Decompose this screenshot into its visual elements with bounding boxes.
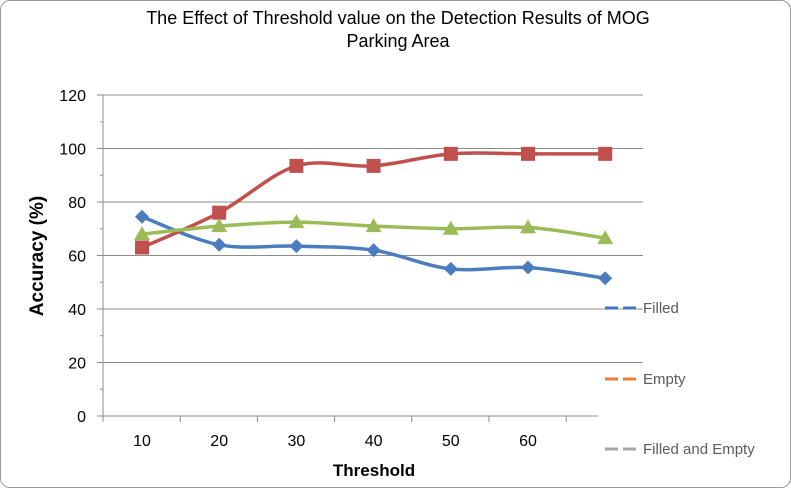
x-tick-label: 20 [210, 433, 228, 450]
y-tick-label: 60 [68, 249, 86, 266]
x-tick-label: 30 [288, 433, 306, 450]
chart-title: The Effect of Threshold value on the Det… [146, 8, 650, 28]
legend-label-filled: Filled [643, 300, 679, 317]
data-point-empty [521, 146, 535, 161]
legend-label-empty: Empty [643, 371, 686, 388]
y-tick-label: 80 [68, 195, 86, 212]
data-point-filled-and-empty [134, 226, 150, 241]
y-tick-label: 0 [77, 409, 86, 426]
data-point-filled-and-empty [442, 220, 459, 235]
y-tick-label: 100 [59, 142, 86, 159]
data-point-filled [135, 209, 149, 224]
grid [103, 94, 643, 363]
data-point-filled-and-empty [211, 218, 228, 233]
y-axis-label: Accuracy (%) [27, 196, 48, 316]
y-tick-label: 20 [68, 356, 86, 373]
x-tick-label: 10 [133, 433, 151, 450]
legend: Filled Empty Filled and Empty [605, 300, 755, 458]
data-point-empty [366, 158, 381, 173]
x-axis-label: Threshold [333, 461, 415, 480]
chart-subtitle: Parking Area [346, 31, 450, 51]
data-point-empty [598, 146, 613, 161]
plot-area [134, 146, 614, 286]
data-point-filled [366, 243, 381, 258]
x-tick-label: 60 [519, 433, 537, 450]
data-point-filled-and-empty [597, 230, 614, 245]
x-tick-label: 40 [365, 433, 383, 450]
data-point-empty [443, 146, 458, 161]
data-point-filled-and-empty [365, 218, 382, 233]
x-tick-label: 50 [442, 433, 460, 450]
data-point-empty [289, 158, 304, 173]
y-tick-label: 40 [68, 302, 86, 319]
legend-label-filled-and-empty: Filled and Empty [643, 441, 755, 458]
data-point-filled [598, 271, 613, 286]
data-point-empty [135, 240, 149, 255]
axes [97, 94, 598, 422]
data-point-filled [443, 261, 458, 276]
tick-labels: 0 20 40 60 80 100 120 10 20 30 40 50 60 [59, 88, 537, 450]
y-tick-label: 120 [59, 88, 86, 105]
data-point-filled [212, 237, 227, 252]
data-point-filled-and-empty [520, 219, 536, 234]
data-point-filled [289, 239, 304, 254]
data-point-empty [212, 205, 227, 220]
data-point-filled [521, 260, 535, 275]
data-point-filled-and-empty [288, 214, 305, 229]
